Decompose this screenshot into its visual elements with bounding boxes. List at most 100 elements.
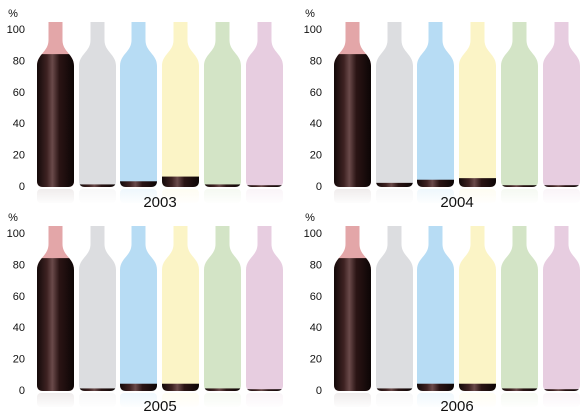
bottle-silhouette bbox=[501, 226, 538, 391]
bottle-silhouette bbox=[376, 226, 413, 391]
bottle-cap bbox=[428, 226, 443, 236]
bottle-3 bbox=[120, 226, 157, 407]
chart-panel-2005: % 0 20 40 60 80 100 2005 bbox=[7, 212, 290, 413]
bottle-silhouette bbox=[162, 22, 199, 187]
reflection-fade bbox=[327, 393, 582, 409]
y-tick-label: 60 bbox=[310, 291, 322, 303]
y-axis-unit: % bbox=[8, 8, 18, 20]
bottle-cap bbox=[345, 226, 360, 236]
bottle-silhouette bbox=[543, 22, 580, 187]
bottle-cap bbox=[554, 22, 569, 32]
bottle-3 bbox=[120, 22, 157, 203]
y-tick-label: 80 bbox=[310, 259, 322, 271]
reflection-fade bbox=[30, 189, 290, 205]
bottle-silhouette bbox=[376, 22, 413, 187]
y-tick-label: 60 bbox=[13, 291, 25, 303]
bottle-fill-bar bbox=[37, 258, 74, 391]
bottle-silhouette bbox=[246, 226, 283, 391]
y-tick-label: 0 bbox=[19, 385, 25, 397]
bottle-4 bbox=[459, 22, 496, 203]
bottle-cap bbox=[470, 22, 485, 32]
y-tick-label: 100 bbox=[7, 228, 25, 240]
y-tick-label: 80 bbox=[310, 55, 322, 67]
bottle-2 bbox=[79, 22, 116, 203]
bottle-fill-bar bbox=[246, 185, 283, 187]
y-tick-label: 20 bbox=[310, 150, 322, 162]
bottle-2 bbox=[79, 226, 116, 407]
bottle-cap bbox=[554, 226, 569, 236]
bottle-4 bbox=[162, 22, 199, 203]
bottle-silhouette bbox=[417, 226, 454, 391]
bottle-silhouette bbox=[459, 22, 496, 187]
bottle-silhouette bbox=[459, 226, 496, 391]
bottle-cap bbox=[345, 22, 360, 32]
bottle-1 bbox=[334, 22, 371, 203]
bottle-fill-bar bbox=[37, 54, 74, 187]
y-tick-label: 80 bbox=[13, 55, 25, 67]
bottle-fill-bar bbox=[79, 388, 116, 391]
bottle-cap bbox=[90, 226, 105, 236]
panel-year-label: 2004 bbox=[440, 194, 473, 211]
y-tick-label: 100 bbox=[304, 24, 322, 36]
bottle-cap bbox=[131, 226, 146, 236]
bottle-fill-bar bbox=[543, 185, 580, 187]
y-tick-label: 20 bbox=[13, 354, 25, 366]
bottle-fill-bar bbox=[79, 184, 116, 187]
y-tick-label: 100 bbox=[7, 24, 25, 36]
bottle-silhouette bbox=[162, 226, 199, 391]
bottle-2 bbox=[376, 22, 413, 203]
bottle-fill-bar bbox=[501, 185, 538, 187]
bottle-cap bbox=[173, 226, 188, 236]
bottle-1 bbox=[334, 226, 371, 407]
bottle-cap bbox=[387, 22, 402, 32]
bottle-silhouette bbox=[417, 22, 454, 187]
bottle-5 bbox=[204, 226, 241, 407]
bottle-2 bbox=[376, 226, 413, 407]
bottle-silhouette bbox=[79, 226, 116, 391]
bottle-6 bbox=[246, 226, 283, 407]
chart-panel-2003: % 0 20 40 60 80 100 2003 bbox=[7, 8, 290, 211]
bottle-1 bbox=[37, 226, 74, 407]
bottle-fill-bar bbox=[204, 388, 241, 391]
y-tick-label: 0 bbox=[316, 181, 322, 193]
bottle-cap bbox=[387, 226, 402, 236]
y-tick-label: 40 bbox=[310, 118, 322, 130]
bottle-3 bbox=[417, 226, 454, 407]
bottle-fill-bar bbox=[334, 258, 371, 391]
bottle-silhouette bbox=[501, 22, 538, 187]
bottle-fill-bar bbox=[417, 179, 454, 187]
bottle-silhouette bbox=[120, 22, 157, 187]
panel-year-label: 2005 bbox=[143, 398, 176, 413]
y-axis-unit: % bbox=[305, 212, 315, 224]
y-tick-label: 80 bbox=[13, 259, 25, 271]
bottle-fill-bar bbox=[459, 383, 496, 391]
bottle-4 bbox=[162, 226, 199, 407]
bottle-5 bbox=[204, 22, 241, 203]
bottle-cap bbox=[215, 226, 230, 236]
y-tick-label: 60 bbox=[13, 87, 25, 99]
reflection-fade bbox=[327, 189, 582, 205]
y-tick-label: 40 bbox=[13, 322, 25, 334]
panel-year-label: 2006 bbox=[440, 398, 473, 413]
bottle-fill-bar bbox=[120, 383, 157, 391]
bottle-silhouette bbox=[246, 22, 283, 187]
y-tick-label: 100 bbox=[304, 228, 322, 240]
bottle-fill-bar bbox=[376, 388, 413, 391]
bottle-6 bbox=[543, 226, 580, 407]
bottle-5 bbox=[501, 226, 538, 407]
y-axis-unit: % bbox=[305, 8, 315, 20]
bottle-5 bbox=[501, 22, 538, 203]
reflection-fade bbox=[30, 393, 290, 409]
y-tick-label: 20 bbox=[310, 354, 322, 366]
bottle-fill-bar bbox=[246, 389, 283, 391]
bottle-silhouette bbox=[543, 226, 580, 391]
bottle-fill-bar bbox=[501, 388, 538, 391]
panel-year-label: 2003 bbox=[143, 194, 176, 211]
bottle-silhouette bbox=[120, 226, 157, 391]
chart-panel-2004: % 0 20 40 60 80 100 2004 bbox=[304, 8, 582, 211]
bottle-1 bbox=[37, 22, 74, 203]
bottle-cap bbox=[215, 22, 230, 32]
bottle-fill-bar bbox=[204, 184, 241, 187]
y-tick-label: 20 bbox=[13, 150, 25, 162]
